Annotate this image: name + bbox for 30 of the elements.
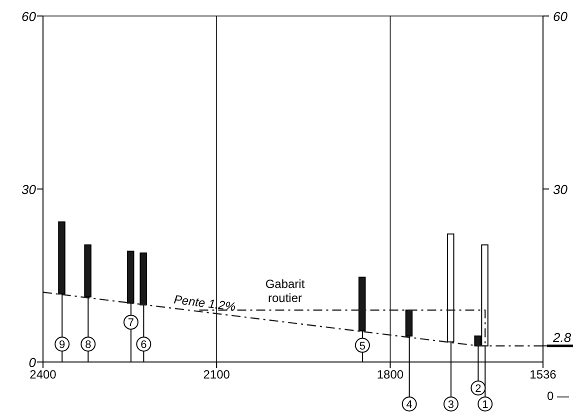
annotation: 5: [359, 340, 366, 352]
circled-label: 2: [470, 345, 486, 396]
circled-label: 8: [80, 296, 96, 362]
circled-label: 3: [443, 341, 458, 412]
series-label: Gabarit routier: [265, 277, 306, 306]
x-tick-label: 2400: [30, 368, 57, 382]
annotation: 1: [482, 399, 488, 411]
y2-tick-label: 60: [553, 9, 568, 24]
y-tick-label: 60: [22, 9, 37, 24]
annotation: 2: [475, 383, 482, 395]
circled-label: 5: [354, 330, 370, 362]
annotation: 7: [128, 317, 134, 330]
text: Pente 1.2%: [173, 292, 237, 314]
annotation: 3: [448, 399, 454, 411]
text: 0 —: [547, 389, 570, 403]
annotation: 6: [140, 339, 147, 352]
y2-tick-label: 2.8: [552, 330, 572, 345]
annotation: 4: [406, 399, 412, 411]
circled-label: 6: [136, 304, 152, 362]
x-tick-label: 1536: [530, 368, 557, 382]
annotation: 8: [85, 339, 92, 352]
y-tick-label: 0: [28, 355, 37, 370]
x-tick-label: 2100: [203, 368, 230, 382]
x-tick-label: 1800: [376, 368, 404, 382]
circled-label: 7: [123, 302, 138, 362]
y-tick-label: 30: [22, 182, 37, 197]
circled-label: 4: [402, 336, 417, 412]
circled-label: 9: [54, 293, 70, 362]
annotation: 9: [59, 339, 66, 352]
y2-tick-label: 30: [553, 182, 568, 197]
